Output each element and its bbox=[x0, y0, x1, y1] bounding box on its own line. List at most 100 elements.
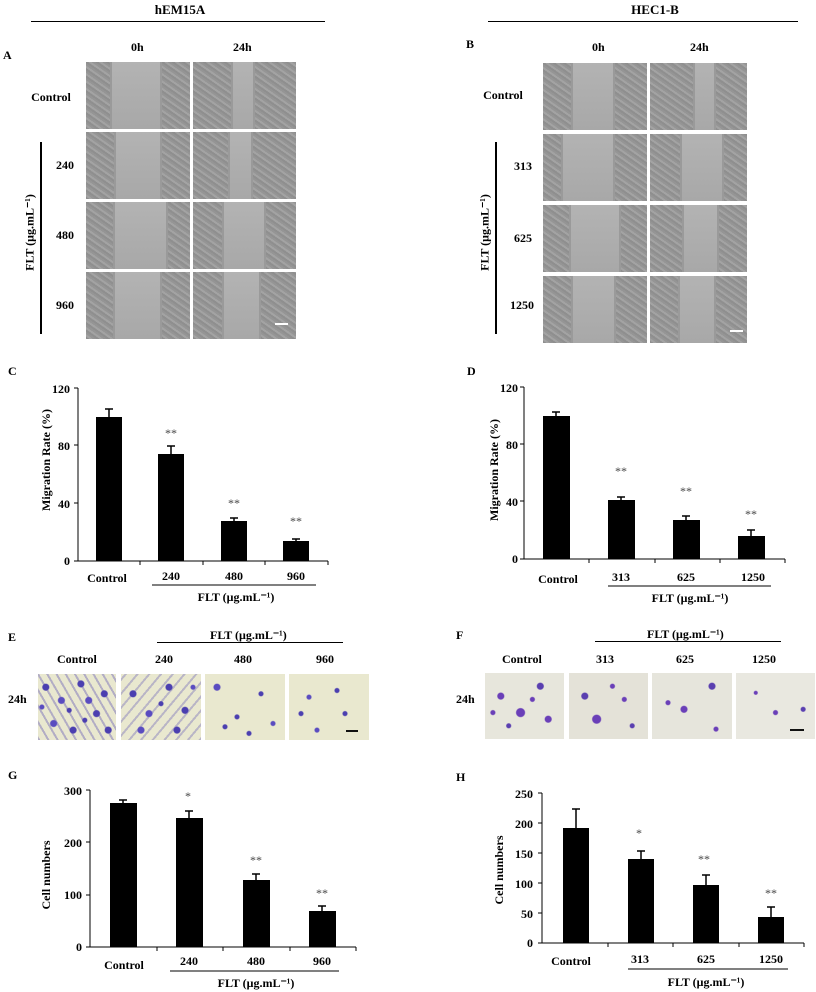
micrograph-b-control-24h bbox=[650, 63, 747, 130]
chart-d-sig: ** bbox=[615, 464, 627, 478]
chart-g-sig: ** bbox=[250, 853, 262, 867]
panel-b-row-1250: 1250 bbox=[510, 298, 534, 312]
chart-c-ylabel: Migration Rate (%) bbox=[39, 409, 53, 511]
panel-a-row-480: 480 bbox=[56, 228, 74, 242]
chart-c-bar-control bbox=[96, 417, 122, 561]
micrograph-b-control-0h bbox=[543, 63, 647, 130]
chart-h-sig: ** bbox=[698, 852, 710, 866]
micrograph-a-240-24h bbox=[193, 132, 296, 199]
chart-d-bar-625 bbox=[673, 520, 700, 559]
transwell-f-625 bbox=[652, 673, 732, 739]
chart-h-xlabel: FLT (μg.mL⁻¹) bbox=[668, 975, 745, 989]
chart-d-ytick: 40 bbox=[506, 495, 518, 509]
chart-d-bar-1250 bbox=[738, 536, 765, 559]
chart-c-ytick: 80 bbox=[58, 439, 70, 453]
panel-letter-h: H bbox=[456, 770, 466, 784]
transwell-f-1250 bbox=[736, 673, 815, 739]
chart-g-xtick: Control bbox=[104, 958, 144, 972]
chart-h-ytick: 200 bbox=[515, 817, 533, 831]
panel-letter-g: G bbox=[8, 768, 18, 782]
right-cell-line-header: HEC1-B bbox=[631, 2, 679, 17]
panel-a-col-0h: 0h bbox=[131, 40, 144, 54]
panel-e-row-24h: 24h bbox=[8, 692, 27, 706]
chart-g-xtick: 960 bbox=[313, 954, 331, 968]
chart-d-ytick: 80 bbox=[506, 438, 518, 452]
chart-h-ytick: 250 bbox=[515, 787, 533, 801]
chart-d-xtick: 625 bbox=[677, 570, 695, 584]
chart-g-ytick: 100 bbox=[64, 888, 82, 902]
transwell-f-313 bbox=[569, 673, 648, 739]
micrograph-b-1250-24h bbox=[650, 276, 747, 343]
micrograph-b-625-0h bbox=[543, 205, 647, 272]
chart-c-xtick: 960 bbox=[287, 569, 305, 583]
panel-a-col-24h: 24h bbox=[233, 40, 252, 54]
panel-b-col-24h: 24h bbox=[690, 40, 709, 54]
right-header-rule bbox=[488, 21, 798, 22]
chart-h-bar-625 bbox=[693, 885, 719, 943]
chart-c-bar-240 bbox=[158, 454, 184, 561]
chart-c-ytick: 0 bbox=[64, 554, 70, 568]
chart-d-sig: ** bbox=[745, 507, 757, 521]
chart-g-xlabel: FLT (μg.mL⁻¹) bbox=[218, 976, 295, 990]
chart-h-sig: * bbox=[636, 826, 642, 840]
micrograph-b-313-24h bbox=[650, 134, 747, 201]
chart-h-ytick: 0 bbox=[527, 936, 533, 950]
chart-d-sig: ** bbox=[680, 484, 692, 498]
micrograph-a-480-0h bbox=[86, 202, 190, 269]
panel-a-row-960: 960 bbox=[56, 298, 74, 312]
chart-c-sig: ** bbox=[228, 496, 240, 510]
micrograph-b-625-24h bbox=[650, 205, 747, 272]
chart-c-bar-960 bbox=[283, 541, 309, 561]
panel-f-group-rule bbox=[595, 641, 781, 642]
micrograph-a-960-24h bbox=[193, 272, 296, 339]
panel-b-col-0h: 0h bbox=[592, 40, 605, 54]
transwell-e-960 bbox=[289, 674, 369, 740]
chart-h-xtick: 1250 bbox=[759, 952, 783, 966]
chart-c-xtick: 480 bbox=[225, 569, 243, 583]
chart-d-xlabel: FLT (μg.mL⁻¹) bbox=[652, 591, 729, 605]
panel-b-flt-axis-label: FLT (μg.mL⁻¹) bbox=[477, 194, 492, 271]
panel-f-col-313: 313 bbox=[596, 652, 614, 666]
panel-a-row-240: 240 bbox=[56, 158, 74, 172]
panel-a-flt-axis-label: FLT (μg.mL⁻¹) bbox=[22, 194, 37, 271]
scale-bar bbox=[730, 330, 743, 332]
panel-letter-b: B bbox=[466, 37, 475, 51]
scale-bar bbox=[346, 730, 358, 732]
panel-b-flt-bracket bbox=[495, 142, 497, 334]
chart-c-bars bbox=[96, 417, 309, 561]
panel-e-col-960: 960 bbox=[316, 652, 334, 666]
chart-h-ytick: 100 bbox=[515, 877, 533, 891]
panel-a-flt-bracket bbox=[40, 142, 42, 334]
panel-letter-a: A bbox=[3, 48, 12, 62]
chart-d-xtick: 1250 bbox=[741, 570, 765, 584]
micrograph-b-313-0h bbox=[543, 134, 647, 201]
scale-bar bbox=[790, 729, 804, 731]
chart-c-ytick: 120 bbox=[52, 382, 70, 396]
chart-g-sig: ** bbox=[316, 886, 328, 900]
chart-h-xtick: 313 bbox=[631, 952, 649, 966]
chart-g-bar-240 bbox=[176, 818, 203, 947]
chart-g-ytick: 0 bbox=[76, 940, 82, 954]
micrograph-a-control-0h bbox=[86, 62, 190, 129]
panel-b-micrograph-grid bbox=[543, 63, 747, 343]
chart-d-ytick: 120 bbox=[500, 381, 518, 395]
chart-g-ytick: 300 bbox=[64, 784, 82, 798]
panel-e-col-240: 240 bbox=[155, 652, 173, 666]
transwell-e-control bbox=[38, 674, 116, 740]
chart-c: Migration Rate (%) 120 80 40 0 ** ** ** … bbox=[39, 382, 329, 604]
panel-b-row-625: 625 bbox=[514, 231, 532, 245]
micrograph-a-480-24h bbox=[193, 202, 296, 269]
chart-d-ylabel: Migration Rate (%) bbox=[487, 419, 501, 521]
chart-c-xlabel: FLT (μg.mL⁻¹) bbox=[198, 590, 275, 604]
chart-h-ytick: 150 bbox=[515, 847, 533, 861]
chart-d-ytick: 0 bbox=[512, 552, 518, 566]
chart-g-bar-control bbox=[110, 803, 137, 947]
panel-letter-c: C bbox=[8, 364, 17, 378]
panel-letter-e: E bbox=[8, 630, 17, 644]
chart-h-xtick: Control bbox=[551, 954, 591, 968]
left-cell-line-header: hEM15A bbox=[154, 2, 206, 17]
chart-c-bar-480 bbox=[221, 521, 247, 561]
micrograph-b-1250-0h bbox=[543, 276, 647, 343]
chart-c-sig: ** bbox=[290, 514, 302, 528]
chart-c-xtick: 240 bbox=[162, 569, 180, 583]
